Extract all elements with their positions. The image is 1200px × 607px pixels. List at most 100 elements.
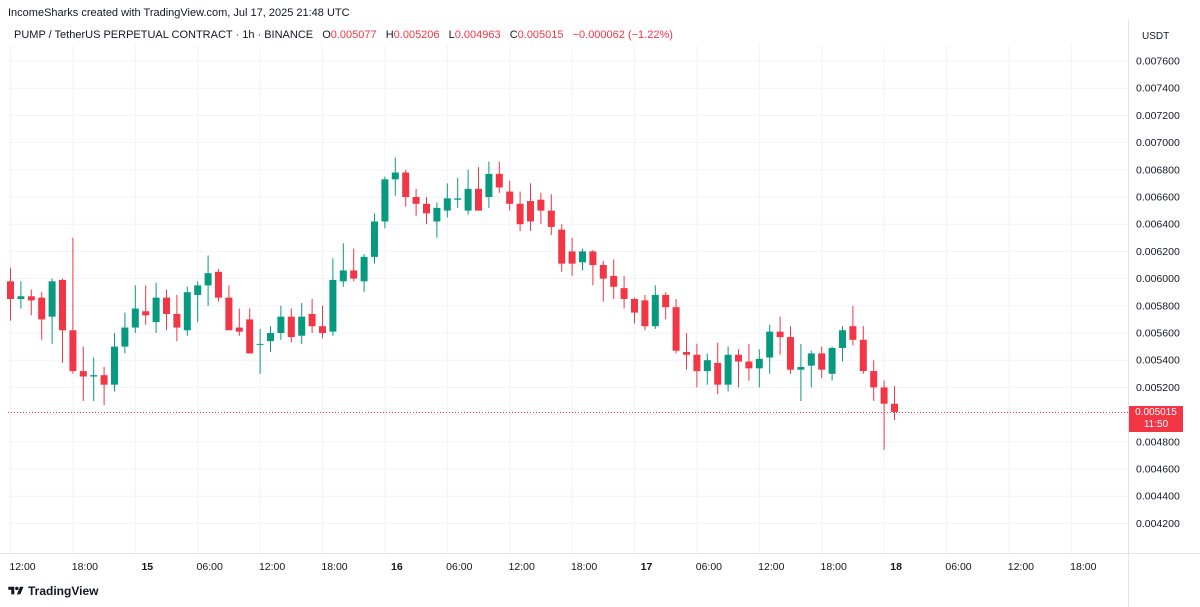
candlestick-series bbox=[7, 157, 898, 450]
tradingview-logo-icon bbox=[8, 586, 24, 595]
open-value: 0.005077 bbox=[330, 29, 377, 41]
candle-body bbox=[683, 352, 690, 355]
candle-body bbox=[547, 210, 555, 227]
candle-body bbox=[308, 313, 316, 327]
x-tick-label: 12:00 bbox=[758, 561, 784, 573]
chart-attribution: IncomeSharks created with TradingView.co… bbox=[8, 7, 350, 19]
candle-body bbox=[142, 311, 150, 316]
candle bbox=[246, 308, 254, 354]
candle bbox=[475, 167, 482, 211]
y-tick-label: 0.005600 bbox=[1136, 328, 1180, 340]
candle bbox=[371, 213, 378, 264]
candle-body bbox=[381, 179, 389, 222]
x-tick-label: 06:00 bbox=[197, 561, 223, 573]
candle bbox=[724, 346, 732, 392]
x-tick-label: 18 bbox=[890, 561, 902, 573]
axis-currency-label[interactable]: USDT bbox=[1142, 31, 1170, 42]
candle bbox=[48, 278, 56, 344]
candle-body bbox=[194, 285, 202, 295]
x-tick-label: 12:00 bbox=[259, 561, 285, 573]
candle bbox=[59, 278, 66, 363]
chart-axes: 0.007600 0.007400 0.007200 0.007000 0.006800… bbox=[0, 20, 1200, 607]
candle bbox=[891, 386, 898, 421]
candle-body bbox=[287, 316, 295, 338]
candle bbox=[495, 161, 503, 193]
candle-body bbox=[495, 173, 503, 188]
candle bbox=[100, 367, 108, 406]
symbol-description[interactable]: PUMP / TetherUS PERPETUAL CONTRACT · 1h … bbox=[14, 29, 314, 41]
x-tick-label: 06:00 bbox=[446, 561, 472, 573]
candle-body bbox=[246, 319, 254, 354]
candle bbox=[225, 285, 233, 331]
x-tick-label: 12:00 bbox=[1008, 561, 1034, 573]
candle bbox=[423, 197, 430, 225]
candle bbox=[298, 303, 306, 344]
low-value: 0.004963 bbox=[454, 29, 501, 41]
candle bbox=[672, 299, 680, 354]
candle bbox=[183, 286, 191, 336]
candle-body bbox=[599, 265, 607, 279]
candle-body bbox=[745, 361, 753, 369]
candle-body bbox=[183, 292, 191, 331]
candle-body bbox=[412, 197, 420, 204]
candle-body bbox=[27, 296, 35, 301]
candle bbox=[350, 248, 358, 282]
candle-body bbox=[797, 367, 805, 370]
last-price-value: 0.005015 bbox=[1135, 406, 1177, 418]
candle-body bbox=[828, 347, 836, 374]
candle bbox=[319, 305, 326, 339]
candle bbox=[839, 326, 846, 362]
tradingview-brand[interactable]: TradingView bbox=[8, 584, 98, 598]
candle-body bbox=[662, 294, 670, 308]
change-value: −0.000062 (−1.22%) bbox=[572, 29, 673, 41]
candle bbox=[558, 224, 566, 272]
candle bbox=[631, 297, 638, 324]
candle bbox=[755, 349, 763, 388]
candle-body bbox=[173, 313, 181, 328]
candle bbox=[454, 177, 462, 208]
x-tick-label: 12:00 bbox=[509, 561, 535, 573]
candle bbox=[735, 349, 742, 388]
y-tick-label: 0.005800 bbox=[1136, 300, 1180, 312]
candle bbox=[287, 308, 295, 343]
candle-body bbox=[766, 331, 774, 358]
candle-body bbox=[277, 316, 285, 333]
candle bbox=[776, 316, 784, 355]
y-tick-label: 0.006400 bbox=[1136, 219, 1180, 231]
y-tick-label: 0.006800 bbox=[1136, 164, 1180, 176]
candle bbox=[807, 350, 815, 388]
candle-body bbox=[7, 281, 14, 299]
candle-body bbox=[48, 281, 56, 317]
candle bbox=[111, 333, 118, 392]
candle-body bbox=[735, 354, 742, 362]
high-value: 0.005206 bbox=[393, 29, 440, 41]
candle bbox=[79, 346, 87, 401]
candle bbox=[121, 312, 129, 354]
candle-body bbox=[724, 354, 732, 385]
x-tick-label: 15 bbox=[141, 561, 153, 573]
candle bbox=[610, 259, 618, 299]
candle bbox=[828, 346, 836, 381]
candle bbox=[714, 342, 722, 395]
candle bbox=[797, 343, 805, 401]
y-tick-label: 0.007600 bbox=[1136, 56, 1180, 68]
candle bbox=[766, 324, 774, 374]
x-tick-label: 18:00 bbox=[72, 561, 98, 573]
candle bbox=[360, 254, 368, 293]
candle-body bbox=[610, 275, 618, 287]
candle bbox=[620, 275, 628, 309]
open-label: O bbox=[322, 29, 331, 41]
candle bbox=[173, 294, 181, 342]
candle bbox=[547, 194, 555, 236]
candle-body bbox=[443, 198, 451, 211]
candle-body bbox=[423, 203, 430, 214]
y-tick-label: 0.007200 bbox=[1136, 110, 1180, 122]
candle-body bbox=[558, 229, 566, 264]
candle bbox=[412, 188, 420, 217]
candle bbox=[859, 326, 867, 374]
candle bbox=[204, 255, 212, 306]
candle-body bbox=[807, 353, 815, 366]
candle-body bbox=[267, 333, 274, 342]
candle-body bbox=[787, 337, 794, 370]
